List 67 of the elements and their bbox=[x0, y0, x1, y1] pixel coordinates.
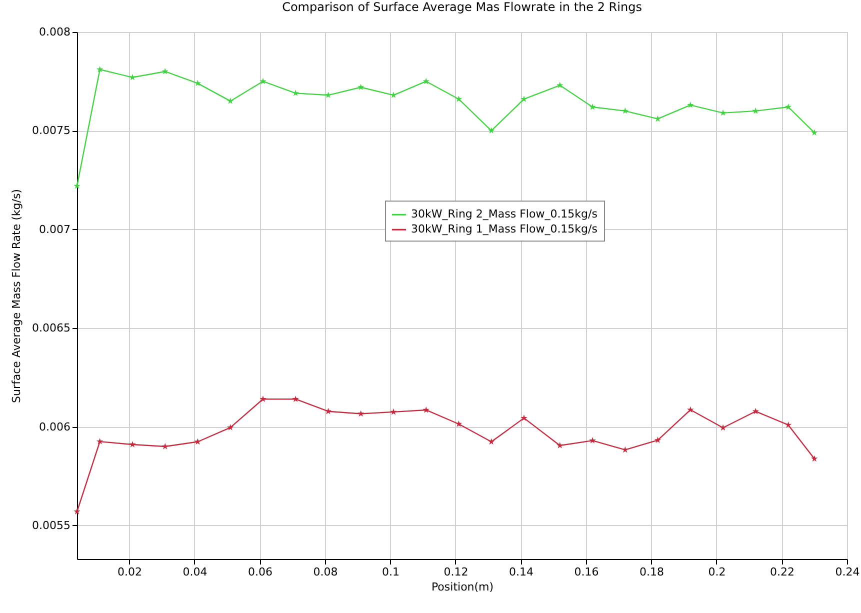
point bbox=[720, 109, 726, 116]
point bbox=[556, 442, 564, 448]
point bbox=[422, 406, 430, 413]
point bbox=[129, 74, 136, 80]
point bbox=[622, 446, 628, 453]
point bbox=[720, 424, 726, 431]
x-tick-label: 0.02 bbox=[117, 566, 142, 578]
point bbox=[194, 438, 202, 445]
point bbox=[226, 98, 234, 104]
y-tick-label: 0.0055 bbox=[32, 518, 70, 532]
point bbox=[589, 103, 596, 110]
point bbox=[811, 129, 818, 136]
legend-label: 30kW_Ring 2_Mass Flow_0.15kg/s bbox=[411, 208, 598, 221]
point bbox=[74, 508, 80, 514]
point bbox=[357, 84, 364, 90]
y-tick-label: 0.0065 bbox=[32, 322, 70, 335]
point bbox=[455, 420, 462, 427]
x-tick-label: 0.08 bbox=[313, 566, 338, 578]
x-tick-label: 0.04 bbox=[182, 566, 208, 578]
point bbox=[292, 90, 299, 96]
point bbox=[292, 396, 299, 402]
x-tick-label: 0.12 bbox=[444, 566, 468, 578]
point bbox=[687, 101, 694, 108]
y-axis-title: Surface Average Mass Flow Rate (kg/s) bbox=[10, 189, 24, 403]
x-tick-label: 0.14 bbox=[508, 566, 534, 578]
point bbox=[654, 436, 662, 444]
point bbox=[162, 68, 168, 74]
x-tick-label: 0.18 bbox=[639, 566, 664, 578]
x-tick-label: 0.1 bbox=[382, 566, 400, 578]
point bbox=[589, 437, 596, 444]
x-tick-label: 0.2 bbox=[708, 566, 726, 578]
point bbox=[357, 410, 364, 417]
x-tick-label: 0.22 bbox=[770, 566, 794, 578]
point bbox=[811, 455, 818, 462]
point bbox=[74, 182, 80, 189]
point bbox=[260, 78, 266, 84]
point bbox=[520, 414, 528, 421]
point bbox=[752, 408, 760, 414]
x-axis-title: Position(m) bbox=[431, 580, 494, 594]
point bbox=[162, 442, 168, 450]
y-tick-label: 0.007 bbox=[39, 222, 70, 236]
point bbox=[488, 438, 495, 445]
y-tick-label: 0.008 bbox=[39, 26, 70, 38]
point bbox=[687, 406, 694, 413]
point bbox=[260, 396, 266, 402]
point bbox=[556, 82, 564, 88]
point bbox=[520, 96, 528, 102]
point bbox=[622, 107, 628, 114]
x-tick-label: 0.16 bbox=[574, 566, 599, 578]
legend-label: 30kW_Ring 1_Mass Flow_0.15kg/s bbox=[411, 222, 598, 236]
point bbox=[390, 92, 397, 98]
chart-title: Comparison of Surface Average Mas Flowrate in the 2 Rings bbox=[282, 0, 642, 14]
point bbox=[422, 78, 430, 84]
point bbox=[96, 438, 104, 444]
point bbox=[784, 103, 792, 110]
point bbox=[226, 424, 234, 430]
point bbox=[96, 66, 104, 72]
y-tick-label: 0.0075 bbox=[32, 124, 70, 138]
point bbox=[129, 440, 136, 448]
x-tick-label: 0.06 bbox=[248, 566, 272, 578]
y-tick-label: 0.006 bbox=[39, 420, 70, 434]
point bbox=[455, 96, 462, 102]
point bbox=[390, 408, 397, 415]
point bbox=[752, 107, 760, 114]
point bbox=[488, 127, 495, 134]
point bbox=[784, 421, 792, 428]
x-tick-label: 0.24 bbox=[835, 566, 860, 578]
